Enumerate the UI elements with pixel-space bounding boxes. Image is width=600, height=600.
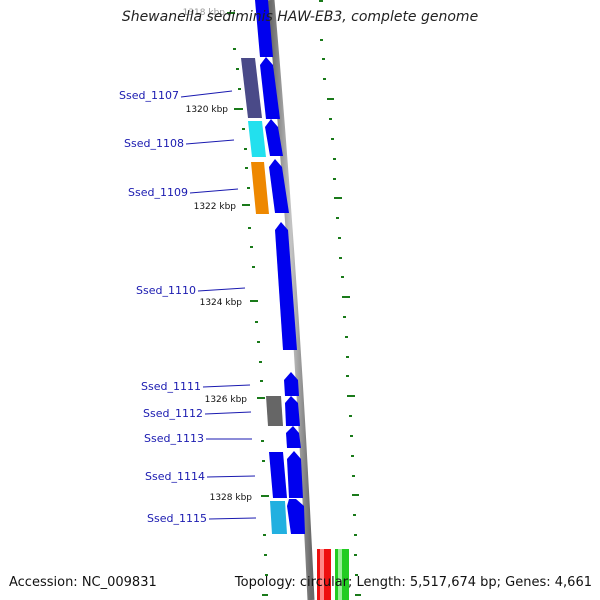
kbp-label: 1322 kbp [194, 202, 237, 212]
topology-label: Topology: circular; Length: 5,517,674 bp… [234, 575, 592, 590]
leader-line [204, 411, 252, 415]
cog-feature-track [241, 58, 287, 534]
cog-feature [241, 58, 262, 118]
kbp-label: 1318 kbp [183, 8, 226, 18]
gene-label: Ssed_1115 [147, 512, 207, 525]
backbone-track [267, 0, 315, 600]
leader-line [206, 475, 256, 478]
kbp-label: 1328 kbp [210, 493, 253, 503]
gene-label: Ssed_1113 [144, 432, 204, 445]
kbp-ruler-ticks [227, 12, 269, 497]
cds-arrow [255, 0, 273, 57]
gene-labels: Ssed_1107 Ssed_1108 Ssed_1109 Ssed_1110 … [119, 89, 257, 525]
gc-skew-track [319, 0, 361, 596]
cds-arrow [260, 57, 280, 119]
kbp-label: 1326 kbp [205, 395, 248, 405]
cds-arrow [284, 372, 299, 396]
cog-feature [270, 501, 287, 534]
green-feature-highlight [338, 549, 342, 600]
cog-feature [266, 396, 283, 426]
cds-arrow [269, 452, 287, 498]
cds-arrow [286, 426, 301, 448]
cds-track [255, 0, 305, 534]
gene-label: Ssed_1110 [136, 284, 196, 297]
gene-label: Ssed_1112 [143, 407, 203, 420]
gene-label: Ssed_1114 [145, 470, 205, 483]
cds-arrow [269, 159, 289, 213]
gene-label: Ssed_1111 [141, 380, 201, 393]
leader-line [202, 384, 251, 388]
kbp-ruler-labels: 1318 kbp 1320 kbp 1322 kbp 1324 kbp 1326… [183, 8, 253, 503]
leader-line [180, 90, 233, 98]
kbp-label: 1324 kbp [200, 298, 243, 308]
kbp-label: 1320 kbp [186, 105, 229, 115]
leader-line [189, 188, 239, 194]
cds-arrow [275, 222, 297, 350]
cog-feature [251, 162, 269, 214]
map-title: Shewanella sediminis HAW-EB3, complete g… [121, 9, 479, 25]
cds-arrow [285, 396, 300, 426]
gene-label: Ssed_1107 [119, 89, 179, 102]
bottom-features [317, 549, 349, 600]
gene-label: Ssed_1109 [128, 186, 188, 199]
cds-arrow [287, 451, 303, 498]
gene-label: Ssed_1108 [124, 137, 184, 150]
accession-label: Accession: NC_009831 [9, 575, 157, 590]
cds-arrow [287, 499, 305, 534]
red-feature-highlight [320, 549, 324, 600]
cds-arrow [265, 119, 283, 156]
leader-line [185, 139, 235, 145]
leader-line [197, 287, 246, 292]
cog-feature [248, 121, 266, 157]
leader-line [208, 517, 257, 520]
